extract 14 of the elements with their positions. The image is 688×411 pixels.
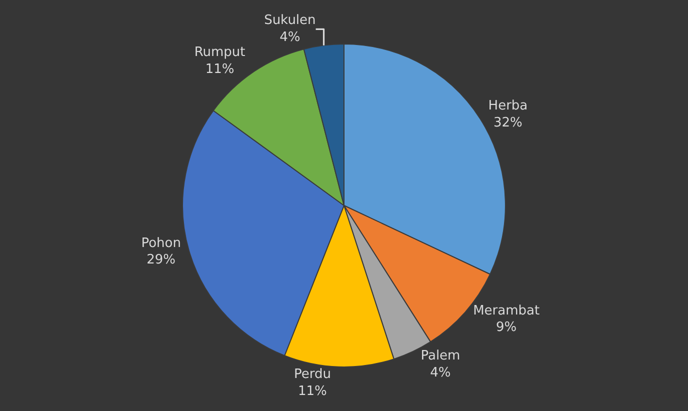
data-label: 4%: [280, 30, 300, 46]
data-label: 32%: [494, 115, 522, 130]
slice-label: Pohon: [141, 236, 181, 251]
slice-label: Palem: [420, 348, 460, 364]
data-label: 11%: [205, 62, 234, 77]
data-label: 29%: [146, 252, 176, 268]
slice-label: Sukulen: [264, 13, 316, 28]
data-label: 11%: [298, 384, 327, 399]
slice-label: Merambat: [473, 303, 540, 318]
data-label: 4%: [430, 366, 451, 381]
slice-label: Herba: [488, 98, 528, 114]
slice-label: Rumput: [194, 45, 246, 60]
data-label: 9%: [496, 320, 517, 336]
slice-label: Perdu: [294, 366, 331, 382]
